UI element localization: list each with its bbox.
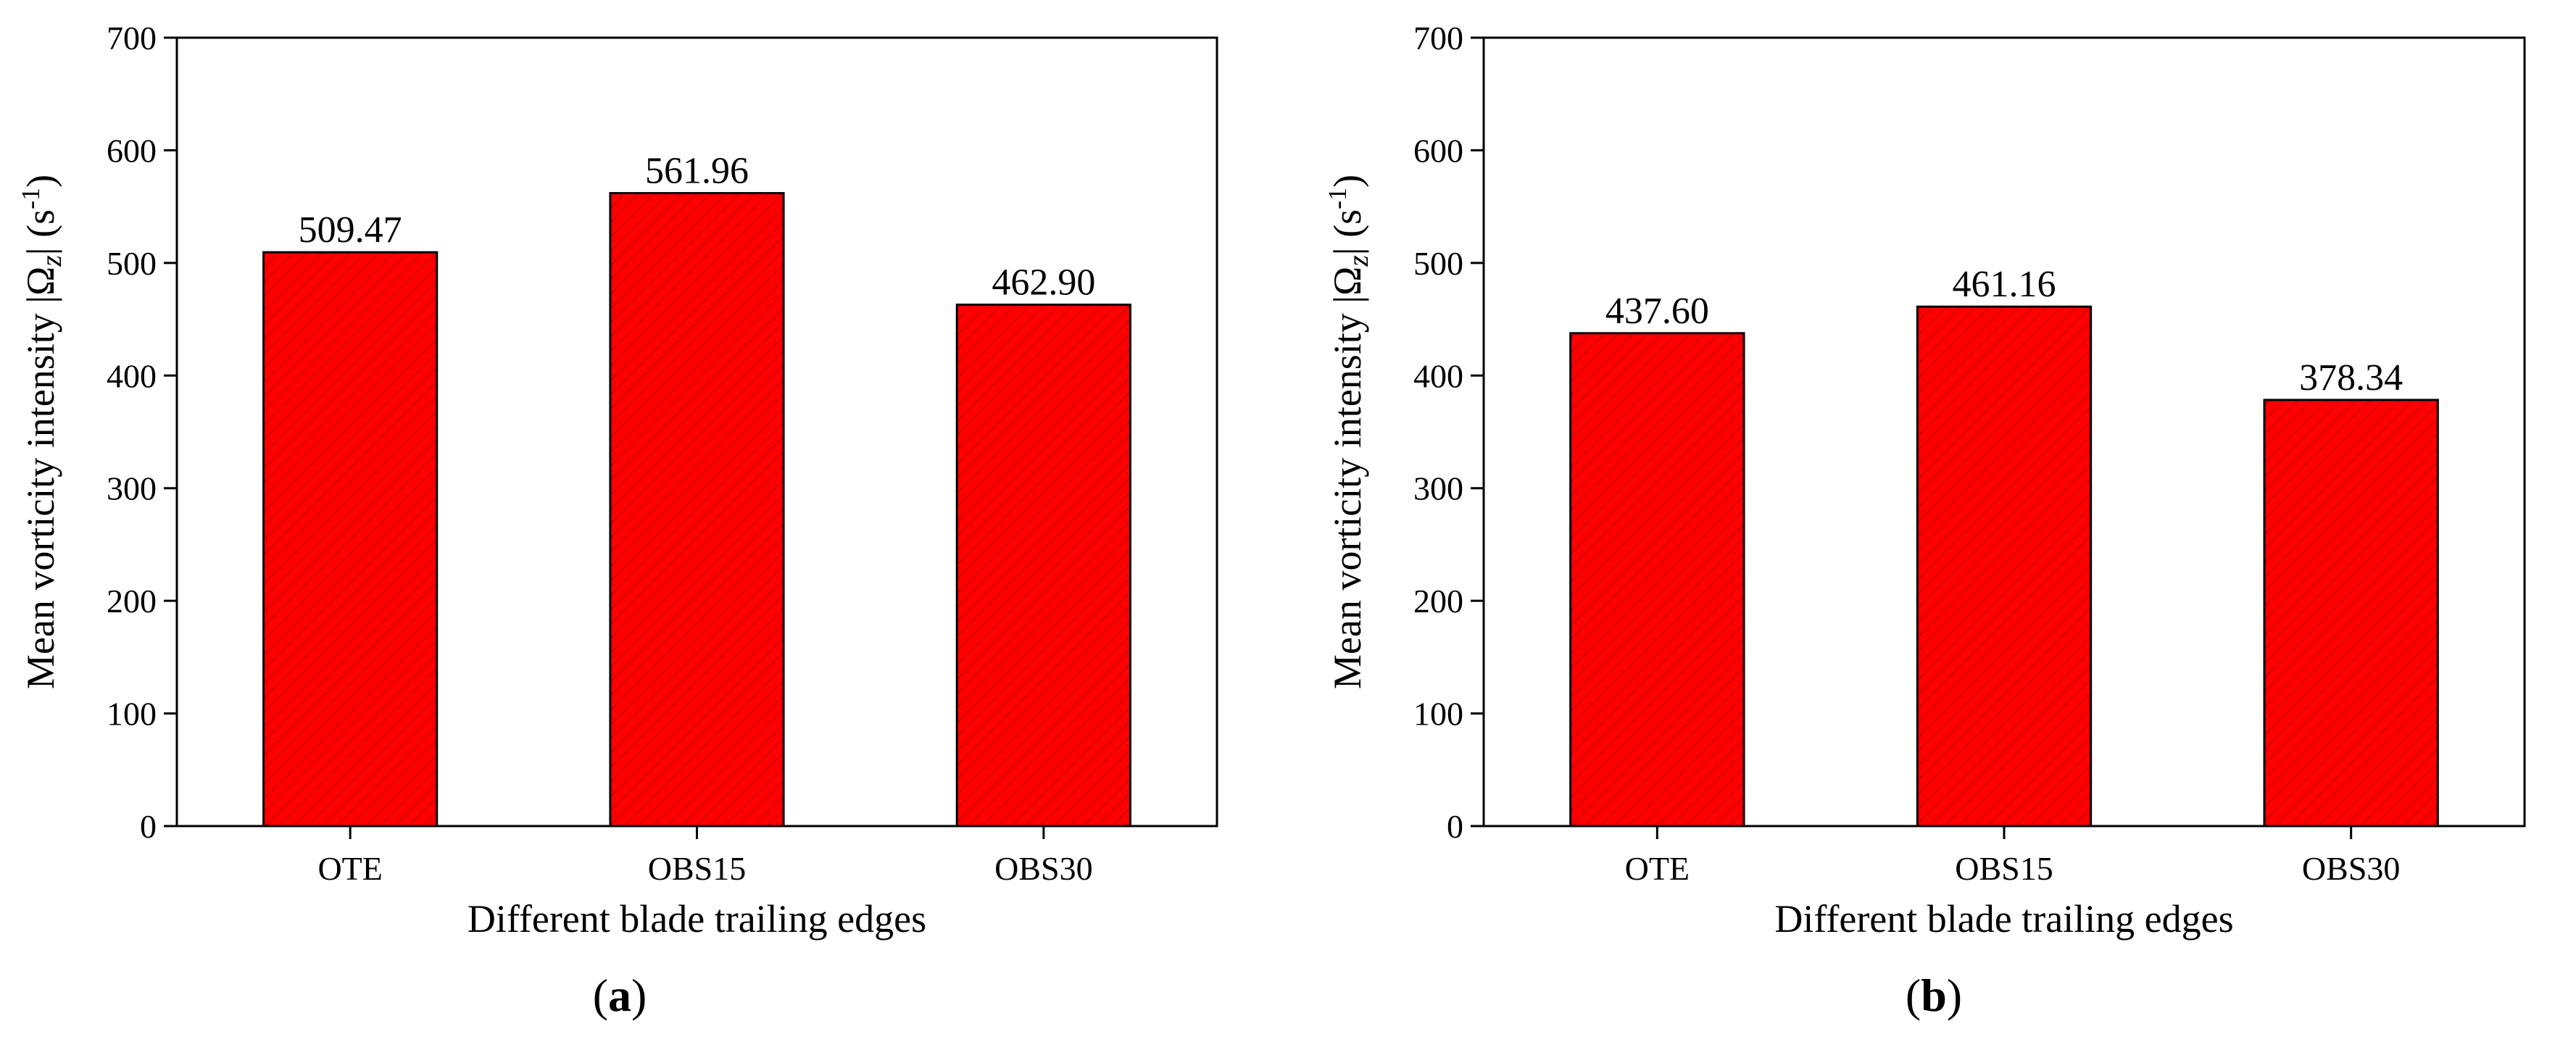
y-tick-label: 400 <box>107 357 157 394</box>
x-tick-label-obs15: OBS15 <box>648 850 746 887</box>
bar-ote <box>1569 332 1745 828</box>
x-axis-title: Different blade trailing edges <box>468 897 926 941</box>
bar-obs15 <box>1916 305 2093 828</box>
y-tick-label: 200 <box>107 583 157 620</box>
y-tick-label: 100 <box>1413 696 1463 733</box>
y-tick-label: 300 <box>1413 470 1463 507</box>
plot-frame <box>175 36 1218 828</box>
x-tick-label-ote: OTE <box>317 850 382 887</box>
bar-obs30 <box>955 304 1131 828</box>
y-tick-label: 0 <box>1447 808 1463 845</box>
x-axis-title: Different blade trailing edges <box>1774 897 2233 941</box>
y-axis-title: Mean vorticity intensity |Ωz| (s-1) <box>16 175 67 689</box>
value-label-ote: 509.47 <box>299 209 402 251</box>
panel-label-b: (b) <box>1906 970 1962 1021</box>
y-tick-label: 0 <box>140 808 157 845</box>
x-tick-label-obs15: OBS15 <box>1955 850 2053 887</box>
y-tick-label: 600 <box>107 132 157 169</box>
x-tick-label-obs30: OBS30 <box>994 850 1092 887</box>
y-tick-label: 400 <box>1413 357 1463 394</box>
chart-panel-a: 509.47 OTE 561.96 OBS15 462.90 OBS30 0 100 200 30… <box>16 20 1218 1021</box>
bar-obs30 <box>2263 399 2439 828</box>
bar-obs15 <box>609 192 785 828</box>
panel-label-a: (a) <box>593 970 647 1021</box>
y-tick-label: 500 <box>1413 245 1463 282</box>
y-tick-label: 300 <box>107 470 157 507</box>
y-tick-label: 500 <box>107 245 157 282</box>
y-tick-label: 600 <box>1413 132 1463 169</box>
plot-frame <box>1482 36 2526 828</box>
y-tick-label: 700 <box>1413 20 1463 57</box>
chart-panel-b: 437.60 OTE 461.16 OBS15 378.34 OBS30 0 100 200 30… <box>1323 20 2526 1021</box>
y-axis-title: Mean vorticity intensity |Ωz| (s-1) <box>1323 175 1374 689</box>
value-label-obs15: 561.96 <box>645 151 749 192</box>
value-label-ote: 437.60 <box>1605 291 1709 332</box>
value-label-obs15: 461.16 <box>1953 264 2056 305</box>
y-tick-label: 200 <box>1413 583 1463 620</box>
x-tick-label-ote: OTE <box>1625 850 1690 887</box>
y-tick-label: 700 <box>107 20 157 57</box>
value-label-obs30: 378.34 <box>2299 357 2403 399</box>
y-tick-label: 100 <box>107 696 157 733</box>
bar-ote <box>262 251 439 828</box>
x-tick-label-obs30: OBS30 <box>2302 850 2400 887</box>
value-label-obs30: 462.90 <box>992 262 1095 304</box>
